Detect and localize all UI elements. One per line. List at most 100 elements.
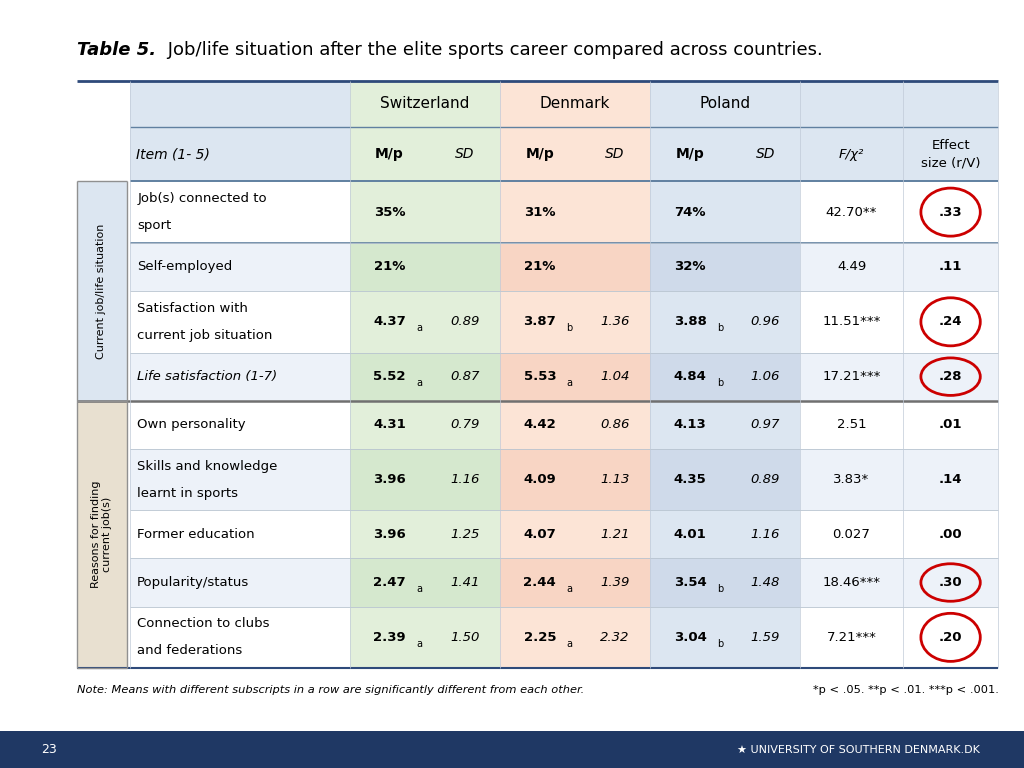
Text: Item (1- 5): Item (1- 5) [136, 147, 210, 161]
Text: .28: .28 [939, 370, 963, 383]
Text: 42.70**: 42.70** [826, 206, 878, 219]
Bar [349, 511, 500, 558]
Text: .33: .33 [939, 206, 963, 219]
Bar [130, 243, 998, 291]
Bar [500, 558, 650, 607]
Text: .30: .30 [939, 576, 963, 589]
Text: 21%: 21% [374, 260, 406, 273]
Text: 0.96: 0.96 [751, 316, 780, 328]
Text: 0.97: 0.97 [751, 419, 780, 432]
Text: 21%: 21% [524, 260, 555, 273]
Text: Effect: Effect [931, 138, 970, 151]
Bar [349, 291, 500, 353]
Text: 1.13: 1.13 [600, 473, 630, 486]
Text: size (r/V): size (r/V) [921, 157, 980, 170]
Text: ★ UNIVERSITY OF SOUTHERN DENMARK.DK: ★ UNIVERSITY OF SOUTHERN DENMARK.DK [737, 744, 980, 755]
Bar [130, 511, 998, 558]
Text: a: a [566, 378, 572, 388]
Text: 0.027: 0.027 [833, 528, 870, 541]
Text: 1.59: 1.59 [751, 631, 780, 644]
Text: 2.32: 2.32 [600, 631, 630, 644]
Text: 1.39: 1.39 [600, 576, 630, 589]
Text: a: a [417, 584, 422, 594]
Bar [77, 181, 127, 401]
Text: 1.48: 1.48 [751, 576, 780, 589]
Text: Popularity/status: Popularity/status [137, 576, 250, 589]
Text: 4.13: 4.13 [674, 419, 707, 432]
Text: 0.87: 0.87 [450, 370, 479, 383]
Bar [500, 291, 650, 353]
Text: 23: 23 [41, 743, 56, 756]
Text: current job situation: current job situation [137, 329, 272, 342]
Bar [130, 127, 998, 181]
Text: M/p: M/p [676, 147, 705, 161]
Text: Reasons for finding
current job(s): Reasons for finding current job(s) [90, 481, 113, 588]
Bar [349, 607, 500, 668]
Text: 0.89: 0.89 [450, 316, 479, 328]
Text: Own personality: Own personality [137, 419, 246, 432]
Bar [349, 81, 500, 127]
Text: 4.07: 4.07 [523, 528, 556, 541]
Bar [650, 401, 801, 449]
Text: M/p: M/p [525, 147, 554, 161]
Bar [130, 81, 998, 127]
Text: .14: .14 [939, 473, 963, 486]
Text: 1.21: 1.21 [600, 528, 630, 541]
Text: 2.51: 2.51 [837, 419, 866, 432]
Text: Life satisfaction (1-7): Life satisfaction (1-7) [137, 370, 278, 383]
Text: 4.01: 4.01 [674, 528, 707, 541]
Text: 4.42: 4.42 [523, 419, 556, 432]
Text: 4.49: 4.49 [837, 260, 866, 273]
Text: Job/life situation after the elite sports career compared across countries.: Job/life situation after the elite sport… [162, 41, 822, 59]
Text: 74%: 74% [675, 206, 706, 219]
Text: .01: .01 [939, 419, 963, 432]
Bar [349, 401, 500, 449]
Text: 35%: 35% [374, 206, 406, 219]
Text: a: a [417, 638, 422, 648]
Text: 31%: 31% [524, 206, 556, 219]
Text: sport: sport [137, 219, 171, 232]
Bar [130, 449, 998, 511]
Text: b: b [566, 323, 572, 333]
Bar [650, 181, 801, 243]
Text: 2.25: 2.25 [523, 631, 556, 644]
Bar [650, 291, 801, 353]
Bar [500, 81, 650, 127]
Text: *p < .05. **p < .01. ***p < .001.: *p < .05. **p < .01. ***p < .001. [812, 684, 998, 695]
Bar [500, 353, 650, 401]
Text: and federations: and federations [137, 644, 243, 657]
Text: Table 5.: Table 5. [77, 41, 156, 59]
Text: 1.16: 1.16 [450, 473, 479, 486]
Text: 5.52: 5.52 [374, 370, 406, 383]
Text: 1.06: 1.06 [751, 370, 780, 383]
Text: Switzerland: Switzerland [380, 97, 469, 111]
Bar [650, 127, 801, 181]
Bar [500, 607, 650, 668]
Bar [500, 449, 650, 511]
Bar [349, 353, 500, 401]
Text: Note: Means with different subscripts in a row are significantly different from : Note: Means with different subscripts in… [77, 684, 584, 695]
Text: Denmark: Denmark [540, 97, 610, 111]
Text: 2.47: 2.47 [374, 576, 406, 589]
Bar [130, 181, 998, 243]
Text: 1.41: 1.41 [450, 576, 479, 589]
Text: a: a [417, 378, 422, 388]
Text: 11.51***: 11.51*** [822, 316, 881, 328]
Text: 3.96: 3.96 [373, 473, 406, 486]
Bar [650, 353, 801, 401]
Text: Current job/life situation: Current job/life situation [96, 223, 106, 359]
Bar [349, 181, 500, 243]
Text: 5.53: 5.53 [523, 370, 556, 383]
Text: Poland: Poland [699, 97, 751, 111]
Bar [500, 243, 650, 291]
Text: .00: .00 [939, 528, 963, 541]
Text: learnt in sports: learnt in sports [137, 487, 239, 500]
Text: 1.16: 1.16 [751, 528, 780, 541]
Text: 3.54: 3.54 [674, 576, 707, 589]
Bar [500, 127, 650, 181]
Text: .11: .11 [939, 260, 963, 273]
Text: b: b [717, 378, 723, 388]
Text: F/χ²: F/χ² [839, 147, 864, 161]
Bar [349, 243, 500, 291]
Bar [650, 607, 801, 668]
